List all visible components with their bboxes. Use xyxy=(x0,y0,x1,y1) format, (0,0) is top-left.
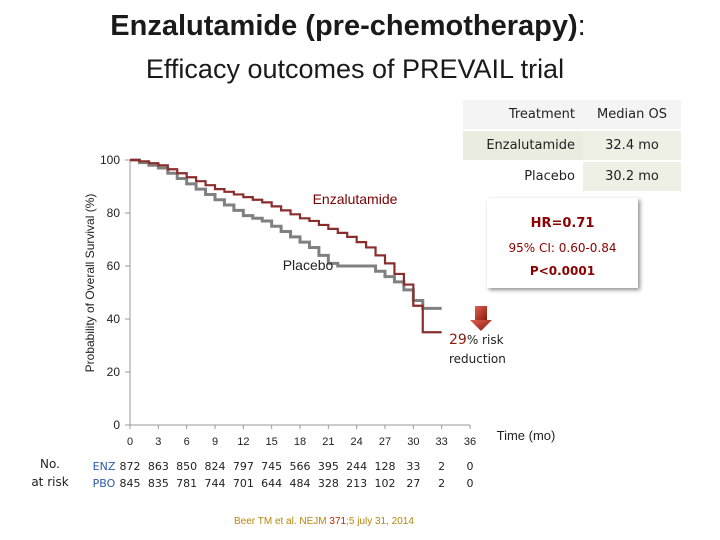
x-tick-label: 21 xyxy=(322,436,334,448)
at-risk-pbo-value: 27 xyxy=(406,477,420,490)
at-risk-header-2: at risk xyxy=(31,475,68,489)
x-tick-label: 3 xyxy=(155,436,161,448)
at-risk-pbo-value: 0 xyxy=(467,477,474,490)
table-row: Placebo 30.2 mo xyxy=(463,161,681,191)
at-risk-pbo-value: 484 xyxy=(290,477,311,490)
x-tick-group: 0 3 6 9 12 15 18 21 24 27 30 33 36 xyxy=(127,425,476,448)
title-line-2: Efficacy outcomes of PREVAIL trial xyxy=(145,54,565,84)
median-os-table: Treatment Median OS Enzalutamide 32.4 mo… xyxy=(463,100,681,191)
risk-reduction-text: % risk xyxy=(467,333,504,347)
at-risk-pbo-value: 744 xyxy=(205,477,226,490)
pbo-row-label: PBO xyxy=(93,477,116,490)
table-header-row: Treatment Median OS xyxy=(463,100,681,131)
enzalutamide-curve xyxy=(130,158,442,334)
x-tick-label: 33 xyxy=(436,436,448,448)
title-bold: Enzalutamide (pre-chemotherapy) xyxy=(110,10,578,42)
y-tick-group: 0 20 40 60 80 100 xyxy=(100,153,130,432)
citation: Beer TM et al. NEJM 371;5 july 31, 2014 xyxy=(234,516,414,527)
y-tick-label: 60 xyxy=(107,259,121,273)
at-risk-enz-value: 244 xyxy=(346,460,367,473)
at-risk-enz-value: 797 xyxy=(233,460,254,473)
title-colon: : xyxy=(577,10,586,42)
at-risk-enz-value: 128 xyxy=(375,460,396,473)
y-tick-label: 100 xyxy=(100,153,120,167)
citation-pre: Beer TM et al. NEJM xyxy=(234,516,330,527)
risk-reduction-line-2: reduction xyxy=(449,352,506,366)
at-risk-enz-value: 872 xyxy=(120,460,141,473)
placebo-label: Placebo xyxy=(283,257,334,273)
at-risk-enz-value: 863 xyxy=(148,460,169,473)
at-risk-pbo-value: 328 xyxy=(318,477,339,490)
confidence-interval: 95% CI: 0.60-0.84 xyxy=(508,241,617,255)
at-risk-enz-value: 850 xyxy=(176,460,197,473)
y-tick-label: 80 xyxy=(107,206,121,220)
x-tick-label: 36 xyxy=(464,436,476,448)
enz-row-label: ENZ xyxy=(93,460,116,473)
x-tick-label: 27 xyxy=(379,436,391,448)
at-risk-pbo-value: 213 xyxy=(346,477,367,490)
at-risk-enz-value: 395 xyxy=(318,460,339,473)
table-cell-median: 30.2 mo xyxy=(583,161,681,191)
table-cell-treatment: Placebo xyxy=(463,161,583,191)
at-risk-enz-value: 33 xyxy=(406,460,420,473)
x-tick-label: 0 xyxy=(127,436,133,448)
title-line-1: Enzalutamide (pre-chemotherapy): xyxy=(0,10,708,43)
at-risk-enz-value: 0 xyxy=(467,460,474,473)
table-row: Enzalutamide 32.4 mo xyxy=(463,130,681,162)
at-risk-pbo-value: 2 xyxy=(438,477,445,490)
at-risk-pbo-value: 644 xyxy=(261,477,282,490)
x-tick-label: 24 xyxy=(351,436,363,448)
y-tick-label: 20 xyxy=(107,365,121,379)
at-risk-pbo-value: 102 xyxy=(375,477,396,490)
x-tick-label: 30 xyxy=(407,436,419,448)
x-tick-label: 12 xyxy=(237,436,249,448)
x-tick-label: 9 xyxy=(212,436,218,448)
at-risk-pbo-value: 781 xyxy=(176,477,197,490)
at-risk-enz-value: 824 xyxy=(205,460,226,473)
table-header-treatment: Treatment xyxy=(463,100,583,131)
at-risk-enz-value: 745 xyxy=(261,460,282,473)
p-value: P<0.0001 xyxy=(529,264,596,278)
table-cell-median: 32.4 mo xyxy=(583,130,681,162)
at-risk-pbo-value: 701 xyxy=(233,477,254,490)
risk-reduction-line-1: 29% risk xyxy=(449,332,504,348)
hazard-ratio: HR=0.71 xyxy=(530,216,595,231)
enzalutamide-label: Enzalutamide xyxy=(313,191,398,207)
citation-post: ;5 july 31, 2014 xyxy=(346,516,414,527)
at-risk-table: 872 845 863 835 850 781 824 744 797 701 745 644 566 4… xyxy=(120,460,474,490)
x-axis-label: Time (mo) xyxy=(497,428,556,443)
table-cell-treatment: Enzalutamide xyxy=(463,130,583,162)
at-risk-enz-value: 566 xyxy=(290,460,311,473)
y-axis-label: Probability of Overall Survival (%) xyxy=(83,194,97,373)
risk-reduction-pct: 29 xyxy=(449,332,467,348)
table-header-median: Median OS xyxy=(583,100,681,131)
at-risk-enz-value: 2 xyxy=(438,460,445,473)
y-tick-label: 40 xyxy=(107,312,121,326)
at-risk-pbo-value: 845 xyxy=(120,477,141,490)
hazard-ratio-box: HR=0.71 95% CI: 0.60-0.84 P<0.0001 xyxy=(487,198,638,288)
placebo-curve xyxy=(130,158,442,310)
y-tick-label: 0 xyxy=(113,418,120,432)
down-arrow-icon xyxy=(470,306,492,331)
x-tick-label: 15 xyxy=(266,436,278,448)
at-risk-header-1: No. xyxy=(40,457,60,471)
x-tick-label: 6 xyxy=(184,436,190,448)
x-tick-label: 18 xyxy=(294,436,306,448)
at-risk-pbo-value: 835 xyxy=(148,477,169,490)
citation-volume: 371 xyxy=(329,516,347,527)
